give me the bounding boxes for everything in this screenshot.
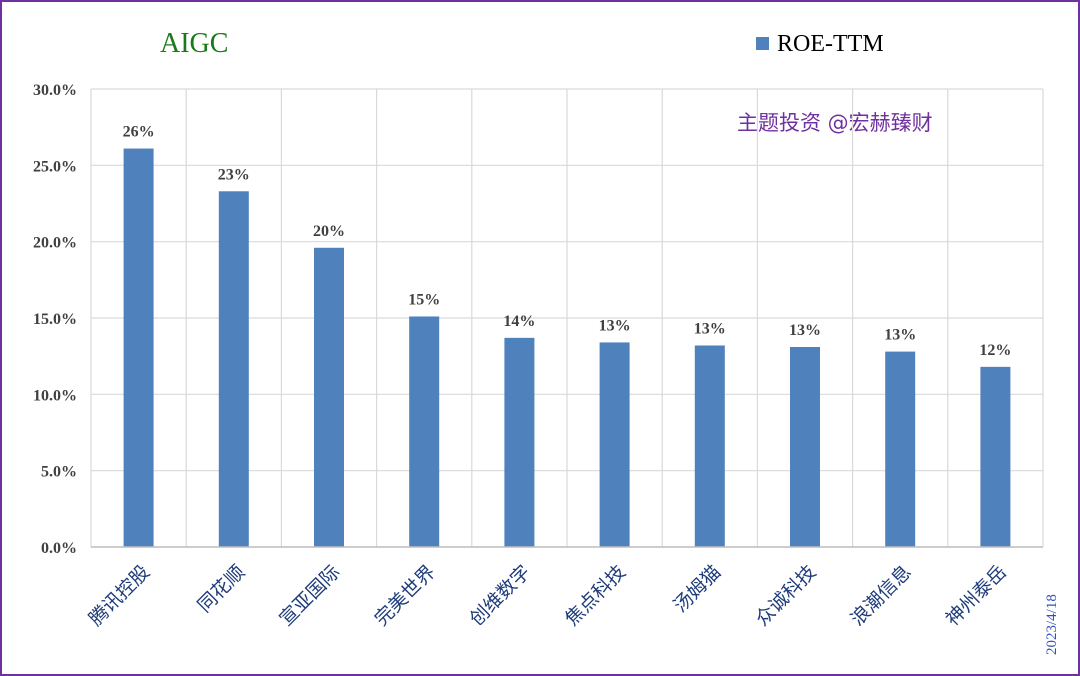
y-tick-label: 10.0% [33, 387, 77, 404]
bar [504, 337, 535, 547]
bar [980, 366, 1011, 547]
bar [790, 347, 820, 547]
data-labels: 26% 23% 20% 15% 14% 13% 13% 13% 13% 12% [123, 124, 1012, 359]
bar [314, 247, 344, 548]
data-label: 15% [408, 291, 440, 308]
data-label: 13% [884, 327, 916, 344]
legend-label: ROE-TTM [777, 31, 884, 57]
chart-title: AIGC [160, 28, 228, 59]
x-tick-label: 宣亚国际 [275, 561, 344, 630]
y-tick-label: 25.0% [33, 158, 77, 175]
y-tick-label: 30.0% [33, 82, 77, 99]
data-label: 13% [694, 320, 726, 337]
bars [123, 148, 1011, 548]
bar [694, 345, 725, 547]
x-tick-label: 同花顺 [193, 561, 249, 617]
y-tick-label: 5.0% [41, 464, 77, 481]
bar [599, 342, 630, 547]
data-label: 13% [599, 317, 631, 334]
bar [885, 351, 916, 547]
data-label: 20% [313, 223, 345, 240]
data-label: 14% [503, 313, 535, 330]
y-tick-label: 0.0% [41, 540, 77, 557]
data-label: 26% [123, 124, 155, 141]
x-axis: 腾讯控股 同花顺 宣亚国际 完美世界 创维数字 焦点科技 汤姆猫 众诚科技 浪潮信息 神州泰岳 [85, 546, 1043, 630]
y-tick-label: 20.0% [33, 235, 77, 252]
x-tick-label: 焦点科技 [561, 561, 630, 630]
x-tick-label: 神州泰岳 [942, 561, 1011, 630]
y-axis: 0.0% 5.0% 10.0% 15.0% 20.0% 25.0% 30.0% [33, 82, 77, 557]
x-tick-label: 汤姆猫 [669, 561, 725, 617]
watermark-text: 主题投资 @宏赫臻财 [737, 111, 933, 135]
x-tick-label: 完美世界 [370, 561, 439, 630]
x-tick-label: 创维数字 [466, 561, 535, 630]
data-label: 13% [789, 322, 821, 339]
data-label: 23% [218, 166, 250, 183]
x-tick-label: 浪潮信息 [846, 561, 915, 630]
bar [218, 191, 249, 547]
legend-swatch [756, 37, 769, 50]
date-label: 2023/4/18 [1044, 594, 1060, 655]
bar [409, 316, 440, 547]
x-tick-label: 众诚科技 [751, 561, 820, 630]
x-tick-label: 腾讯控股 [85, 561, 154, 630]
y-tick-label: 15.0% [33, 311, 77, 328]
bar [123, 148, 154, 548]
data-label: 12% [979, 342, 1011, 359]
